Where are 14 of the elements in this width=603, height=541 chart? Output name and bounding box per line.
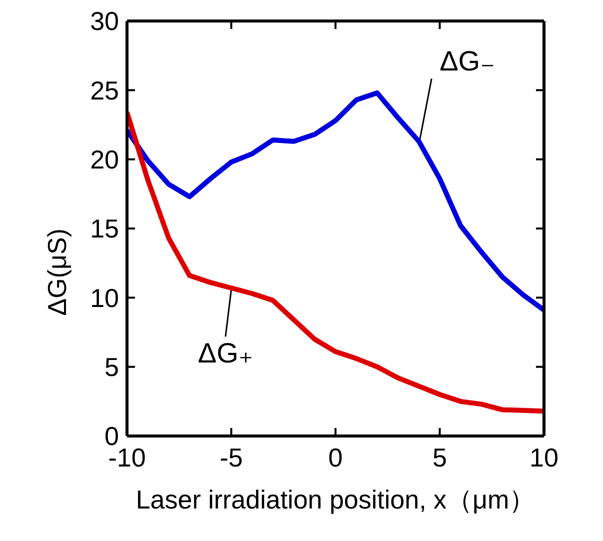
y-tick-label: 20 — [90, 144, 119, 175]
y-tick-label: 15 — [90, 214, 119, 244]
y-tick-label: 10 — [90, 282, 119, 313]
y-tick-label: 5 — [104, 352, 119, 382]
series-label: ΔG₊ — [198, 338, 254, 369]
x-tick-label: 0 — [328, 442, 343, 472]
x-axis-title: Laser irradiation position, x（μm） — [136, 484, 536, 514]
x-tick-label: 10 — [530, 442, 558, 472]
x-tick-label: 5 — [432, 442, 447, 472]
text: ΔG₋ — [440, 46, 495, 77]
x-tick-label: -5 — [220, 442, 243, 472]
y-tick-label: 30 — [90, 6, 119, 36]
y-tick-label: 25 — [90, 75, 119, 106]
y-axis-title: ΔG(μS) — [42, 228, 72, 316]
